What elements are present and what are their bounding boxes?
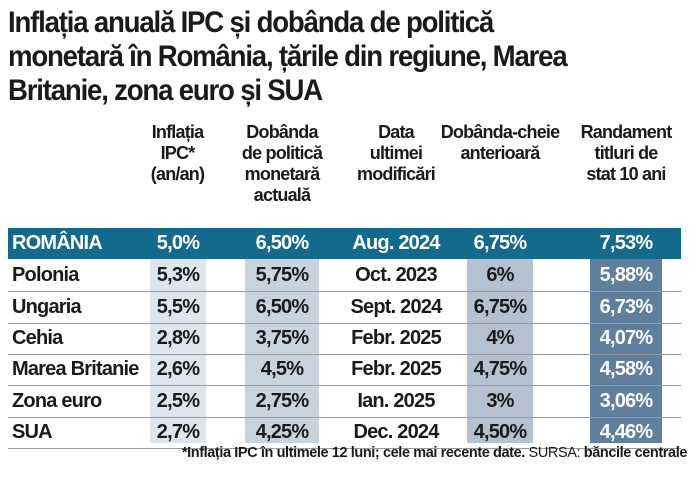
row-label: Zona euro [12,389,102,412]
column-shade [245,258,319,443]
column-header-line: modificări [356,164,436,184]
title-line: Britanie, zona euro și SUA [8,74,323,107]
row-label: ROMÂNIA [12,232,103,254]
table-row: Zona euro 2,5% 2,75% Ian. 2025 3% 3,06% [8,386,681,418]
table-cell: 5,88% [599,264,654,287]
row-label: Cehia [12,326,63,349]
table-cell: 6,75% [473,295,528,318]
table-cell: Sept. 2024 [350,295,443,318]
column-header-line: de politică [241,143,323,163]
source: băncile centrale [583,445,688,461]
column-header-line: Dobânda [246,122,318,142]
table-cell: 2,5% [156,389,200,412]
table-row: ROMÂNIA 5,0% 6,50% Aug. 2024 6,75% 7,53% [8,228,681,259]
row-label: Marea Britanie [12,358,139,381]
table-cell: Aug. 2024 [352,232,440,254]
table-cell: 4,07% [599,326,654,349]
column-shade [150,258,206,443]
column-shade [590,258,662,443]
table-row: Marea Britanie 2,6% 4,5% Febr. 2025 4,75% 4,5… [8,354,681,387]
title-line: monetară în România, țările din regiune,… [8,40,568,73]
column-header-line: Randament [580,122,673,142]
table-row: Ungaria 5,5% 6,50% Sept. 2024 6,75% 6,73% [8,292,681,324]
footer: *Inflația IPC în ultimele 12 luni; cele … [181,445,688,461]
table-cell: 4,25% [255,420,310,443]
column-header: Data ultimei modificări [340,122,452,185]
table-cell: 6% [486,264,514,287]
table-cell: 5,0% [156,232,200,254]
column-header-line: titluri de [594,143,659,163]
table-cell: Febr. 2025 [351,358,442,381]
table-row: SUA 2,7% 4,25% Dec. 2024 4,50% 4,46% [8,417,681,449]
table-cell: 4,5% [260,358,304,381]
table-cell: 4,50% [473,420,528,443]
table-cell: Ian. 2025 [357,389,435,412]
title-line: Inflația anuală IPC și dobânda de politi… [8,6,494,39]
table-cell: 6,75% [473,232,528,254]
table-cell: 6,50% [255,232,310,254]
table-cell: 5,3% [156,264,200,287]
column-header: Inflația IPC* (an/an) [130,122,225,185]
table-cell: 4% [486,326,514,349]
column-header-line: monetară [244,164,320,184]
table-row: Cehia 2,8% 3,75% Febr. 2025 4% 4,07% [8,323,681,355]
table-cell: 2,75% [255,389,310,412]
column-header: Dobânda-cheie anterioară [432,122,568,164]
table-cell: Dec. 2024 [353,420,439,443]
table-cell: 3,06% [599,389,654,412]
footnote: *Inflația IPC în ultimele 12 luni; cele … [181,445,525,461]
table-row: Polonia 5,3% 5,75% Oct. 2023 6% 5,88% [8,260,681,293]
table-cell: 2,7% [156,420,200,443]
column-header-line: Inflația [151,122,204,142]
column-header-line: actuală [253,185,311,205]
table-cell: 3% [486,389,514,412]
source-label: SURSA: [528,445,581,461]
table-cell: 5,75% [255,264,310,287]
column-header-line: Dobânda-cheie [440,122,560,142]
column-header: Randament titluri de stat 10 ani [570,122,682,185]
column-header-line: stat 10 ani [586,164,666,184]
column-header: Dobânda de politică monetară actuală [232,122,332,206]
table-cell: 4,46% [599,420,654,443]
column-header-line: IPC* [160,143,196,163]
column-header-line: ultimei [369,143,423,163]
title: Inflația anuală IPC și dobânda de politi… [8,6,643,108]
table-cell: 6,50% [255,295,310,318]
column-header-line: Data [378,122,415,142]
table-cell: Oct. 2023 [355,264,438,287]
table-cell: 2,6% [156,358,200,381]
table-cell: 7,53% [599,232,654,254]
row-label: Polonia [12,264,79,287]
row-label: Ungaria [12,295,82,318]
table-cell: 5,5% [156,295,200,318]
column-shade [467,258,533,443]
table-cell: 2,8% [156,326,200,349]
table-cell: 3,75% [255,326,310,349]
table-cell: 4,58% [599,358,654,381]
column-header-line: anterioară [460,143,540,163]
table-cell: Febr. 2025 [351,326,442,349]
row-label: SUA [12,420,53,443]
table-cell: 4,75% [473,358,528,381]
column-header-line: (an/an) [150,164,205,184]
table-cell: 6,73% [599,295,654,318]
